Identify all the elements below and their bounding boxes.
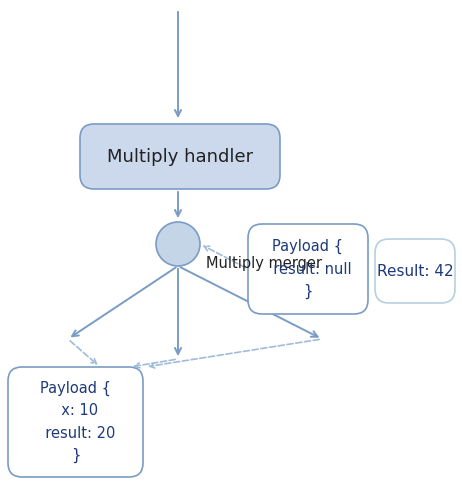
Text: Multiply merger: Multiply merger	[206, 256, 322, 271]
FancyBboxPatch shape	[375, 239, 455, 303]
FancyBboxPatch shape	[248, 224, 368, 314]
Text: Result: 42: Result: 42	[377, 263, 453, 278]
FancyBboxPatch shape	[80, 124, 280, 189]
Text: Multiply handler: Multiply handler	[107, 148, 253, 166]
Circle shape	[156, 222, 200, 266]
Text: Payload {
  result: null
}: Payload { result: null }	[264, 239, 352, 299]
FancyBboxPatch shape	[8, 367, 143, 477]
Text: Payload {
  x: 10
  result: 20
}: Payload { x: 10 result: 20 }	[36, 381, 115, 463]
